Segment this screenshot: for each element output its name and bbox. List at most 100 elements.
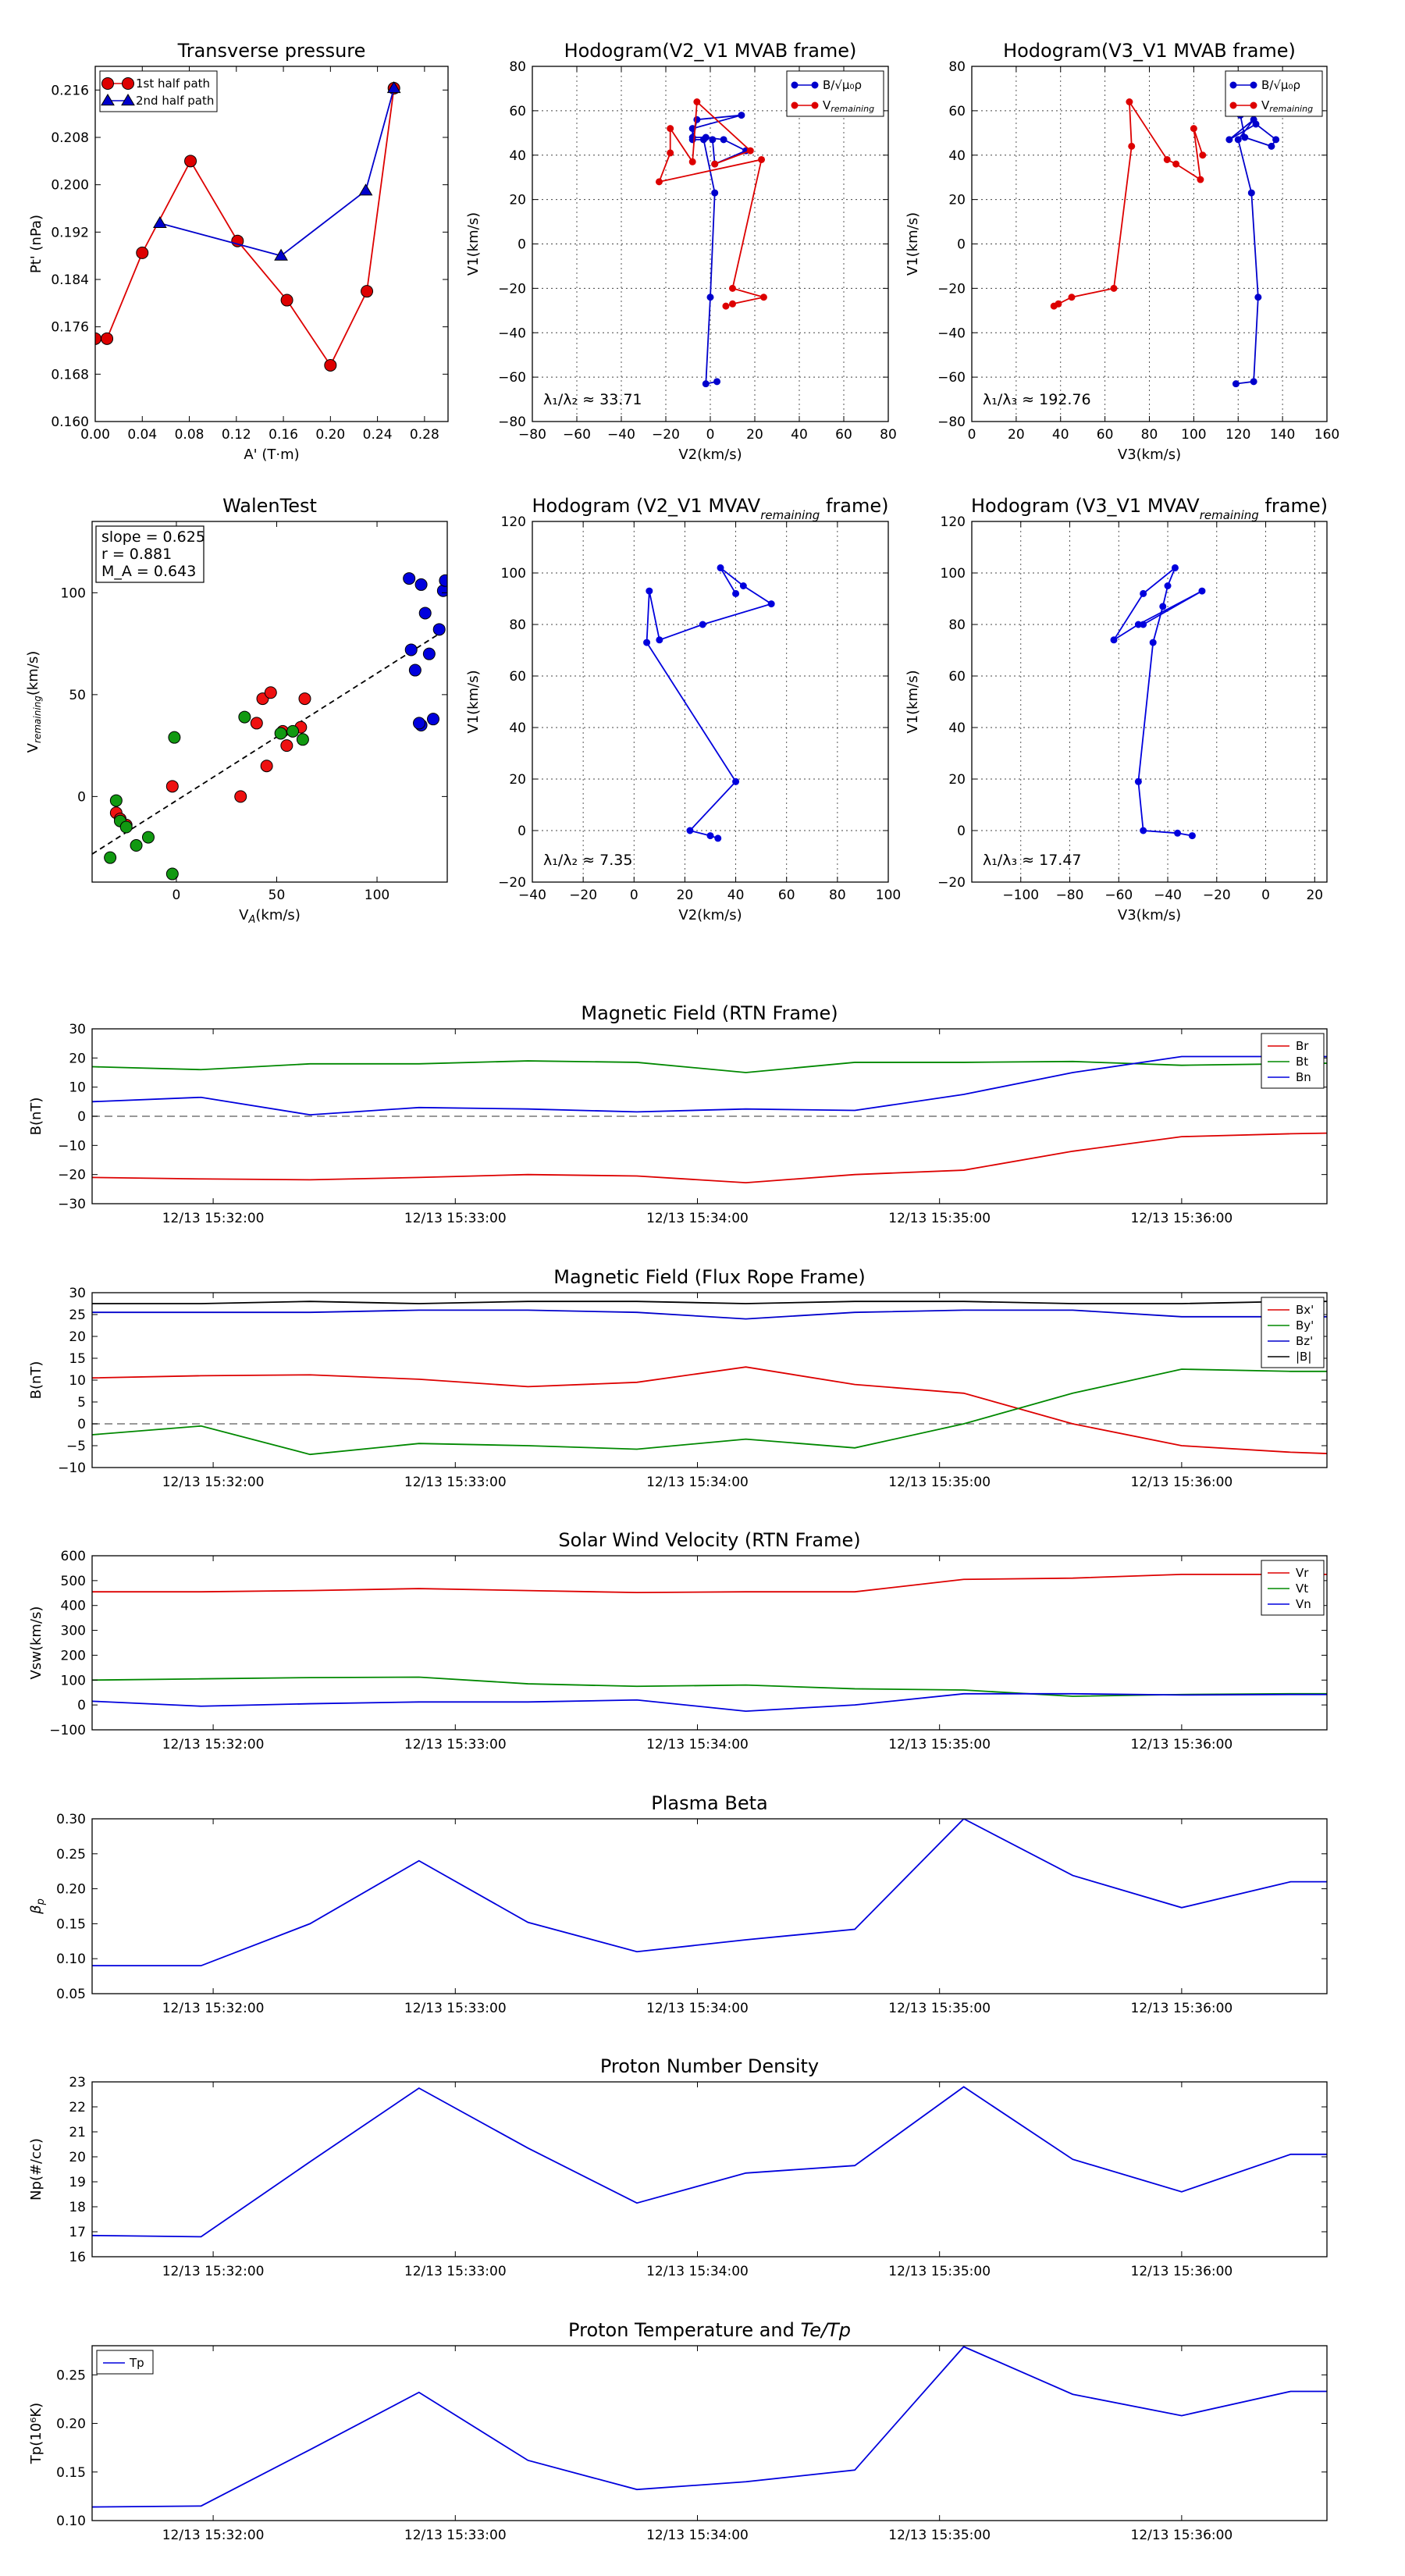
y-tick-label: 18 — [69, 2200, 86, 2215]
data-point — [238, 710, 251, 724]
y-tick-label: 120 — [501, 514, 526, 530]
chart-hodogram-v3v1-mvav: Hodogram (V3_V1 MVAVremaining frame) −100… — [905, 495, 1328, 923]
y-tick-label: 0 — [518, 237, 526, 253]
x-tick-label: 80 — [1141, 427, 1158, 443]
x-tick-label: 0 — [173, 888, 181, 903]
data-point — [759, 294, 767, 301]
y-axis-label: Vremaining(km/s) — [25, 651, 43, 753]
series-green — [104, 710, 309, 881]
y-tick-label: 20 — [69, 1329, 86, 1345]
y-tick-label: −20 — [498, 875, 526, 891]
y-tick-label: 0 — [77, 1698, 86, 1713]
data-point — [729, 284, 736, 292]
y-tick-label: 400 — [61, 1599, 86, 1614]
x-tick-label: 12/13 15:32:00 — [162, 1475, 265, 1490]
data-point — [1164, 582, 1172, 589]
y-tick-label: −20 — [937, 281, 966, 297]
legend-entry: 1st half path — [136, 76, 210, 91]
y-tick-label: 0.15 — [56, 1916, 86, 1932]
chart-hodogram-v2v1-mvav: Hodogram (V2_V1 MVAVremaining frame)−40−… — [465, 495, 901, 923]
data-point — [403, 572, 416, 585]
y-tick-label: 20 — [948, 772, 966, 788]
x-tick-label: 140 — [1270, 427, 1295, 443]
plot-area — [92, 1819, 1327, 1967]
data-point — [274, 248, 288, 261]
series-line-Vr — [92, 1573, 1327, 1594]
series-line-Bn — [92, 1055, 1327, 1116]
y-tick-label: 500 — [61, 1574, 86, 1589]
y-tick-label: 0.216 — [51, 83, 89, 98]
data-point — [722, 302, 730, 310]
y-tick-label: 0 — [518, 824, 526, 839]
series-blue — [403, 572, 447, 732]
y-tick-label: −10 — [58, 1138, 86, 1154]
x-tick-label: 0.20 — [315, 427, 345, 443]
transverse-pressure-frame — [94, 66, 449, 422]
y-tick-label: 0.176 — [51, 320, 89, 336]
x-tick-label: −100 — [1002, 888, 1039, 903]
data-point — [732, 777, 740, 785]
data-point — [1232, 380, 1240, 388]
y-tick-label: 20 — [69, 2150, 86, 2165]
data-point — [1268, 142, 1275, 150]
legend-marker — [1229, 101, 1237, 109]
x-tick-label: 12/13 15:32:00 — [162, 1211, 265, 1226]
stats-box-frame — [95, 525, 205, 583]
x-tick-label: 12/13 15:32:00 — [162, 1737, 265, 1752]
eigenvalue-ratio-annotation: λ₁/λ₂ ≈ 33.71 — [543, 391, 642, 408]
data-point — [141, 831, 155, 844]
data-point — [717, 564, 724, 571]
legend-entry: Br — [1296, 1039, 1309, 1053]
data-point — [713, 378, 721, 386]
data-point — [1247, 189, 1255, 197]
legend-entry: By' — [1296, 1318, 1314, 1332]
x-tick-label: 12/13 15:36:00 — [1131, 1475, 1233, 1490]
series-line-Bx' — [92, 1366, 1327, 1454]
y-tick-label: −20 — [937, 875, 966, 891]
legend: Tp — [96, 2350, 154, 2375]
hodogram-v3v1-mvav-frame — [971, 521, 1328, 883]
chart-hodogram-v3v1-mvab: Hodogram(V3_V1 MVAB frame) 0 20 40 60 80 100 12… — [905, 40, 1339, 463]
x-tick-label: −40 — [1154, 888, 1182, 903]
magnetic-field-flux-rope-title: Magnetic Field (Flux Rope Frame) — [553, 1266, 865, 1288]
x-tick-label: 12/13 15:35:00 — [888, 1211, 991, 1226]
y-tick-label: 80 — [948, 617, 966, 633]
x-tick-label: 12/13 15:32:00 — [162, 2264, 265, 2279]
data-point — [1188, 832, 1196, 840]
data-point — [1197, 176, 1204, 183]
y-tick-label: 80 — [509, 59, 526, 75]
y-tick-label: 0 — [957, 824, 966, 839]
data-point — [1140, 589, 1147, 597]
chart-proton-number-density: Proton Number Density 12/13 15:32:00 12/13… — [28, 2055, 1328, 2279]
data-point — [655, 178, 663, 186]
legend-frame — [1261, 1033, 1325, 1089]
series-line — [646, 567, 774, 839]
data-point — [413, 717, 426, 730]
y-axis-label: Tp(10⁶K) — [28, 2403, 44, 2464]
x-tick-label: 80 — [829, 888, 846, 903]
x-tick-label: 12/13 15:36:00 — [1131, 1737, 1233, 1752]
plot-area — [95, 81, 401, 372]
data-point — [1199, 151, 1207, 159]
data-point — [408, 664, 422, 677]
legend-entry: 2nd half path — [136, 94, 214, 108]
plasma-beta-title: Plasma Beta — [651, 1792, 767, 1814]
series-line — [1113, 567, 1203, 837]
x-tick-label: 40 — [791, 427, 808, 443]
y-tick-label: 80 — [948, 59, 966, 75]
y-tick-label: 0.10 — [56, 1952, 86, 1967]
chart-hodogram-v2v1-mvab: Hodogram(V2_V1 MVAB frame) −80 −60 −40 −20 0 2… — [465, 40, 897, 463]
data-point — [361, 285, 374, 298]
stats-line: r = 0.881 — [101, 546, 172, 563]
x-tick-label: 0.28 — [410, 427, 439, 443]
plot-area — [92, 1055, 1327, 1184]
y-tick-label: 60 — [948, 104, 966, 119]
data-point — [746, 147, 754, 155]
data-point — [152, 215, 167, 229]
data-point — [1252, 120, 1260, 128]
magnetic-field-flux-rope-frame — [91, 1292, 1328, 1468]
y-axis-label: V1(km/s) — [905, 670, 921, 733]
x-tick-label: 100 — [365, 888, 389, 903]
y-tick-label: 0 — [77, 1109, 86, 1125]
